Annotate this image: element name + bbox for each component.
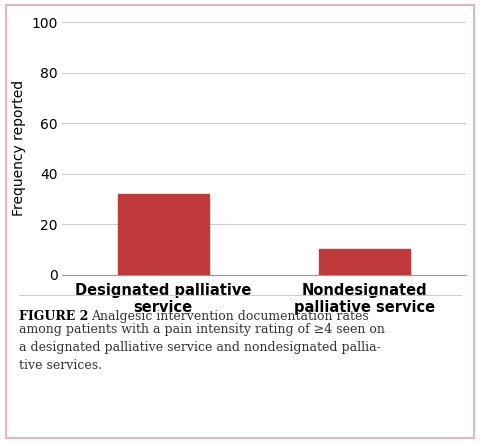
Bar xyxy=(319,249,410,275)
Text: Analgesic intervention documentation rates: Analgesic intervention documentation rat… xyxy=(91,310,369,323)
Text: among patients with a pain intensity rating of ≥4 seen on
a designated palliativ: among patients with a pain intensity rat… xyxy=(19,323,385,372)
Text: FIGURE 2: FIGURE 2 xyxy=(19,310,89,323)
Y-axis label: Frequency reported: Frequency reported xyxy=(12,80,25,217)
Bar xyxy=(118,194,208,275)
